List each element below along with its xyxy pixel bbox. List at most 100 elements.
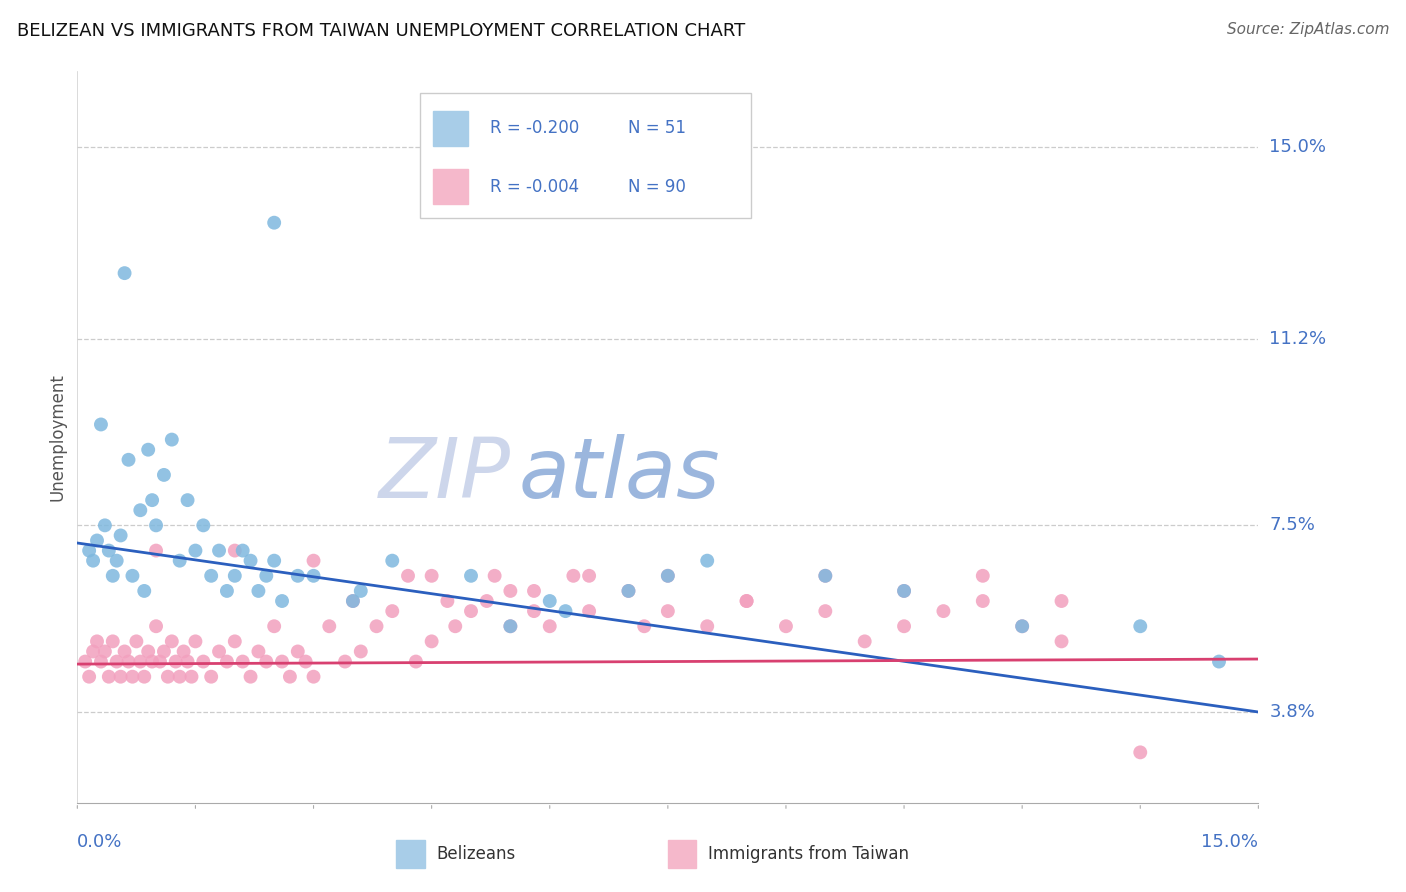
Point xyxy=(145,543,167,558)
Point xyxy=(523,604,546,618)
Text: Source: ZipAtlas.com: Source: ZipAtlas.com xyxy=(1226,22,1389,37)
Point xyxy=(381,554,404,568)
Point xyxy=(193,518,215,533)
Point xyxy=(184,543,207,558)
FancyBboxPatch shape xyxy=(420,94,751,218)
Point xyxy=(114,644,136,658)
Point xyxy=(145,518,167,533)
Point xyxy=(208,644,231,658)
Point xyxy=(121,670,143,684)
Point xyxy=(814,569,837,583)
Point xyxy=(193,655,215,669)
Point xyxy=(893,583,915,598)
Point xyxy=(893,583,915,598)
Point xyxy=(114,266,136,280)
Point xyxy=(657,569,679,583)
Point xyxy=(239,554,262,568)
Point xyxy=(75,655,97,669)
Point xyxy=(972,569,994,583)
Point xyxy=(538,619,561,633)
Point xyxy=(149,655,172,669)
Text: atlas: atlas xyxy=(519,434,720,516)
Point xyxy=(318,619,340,633)
Point xyxy=(735,594,758,608)
Point xyxy=(735,594,758,608)
Point xyxy=(77,670,100,684)
Point xyxy=(366,619,388,633)
Point xyxy=(129,503,152,517)
Point xyxy=(224,569,246,583)
Point xyxy=(134,670,156,684)
Point xyxy=(169,670,191,684)
Point xyxy=(562,569,585,583)
Point xyxy=(460,569,482,583)
Point xyxy=(538,594,561,608)
Point xyxy=(302,670,325,684)
Point xyxy=(475,594,498,608)
Bar xyxy=(433,111,468,145)
Text: BELIZEAN VS IMMIGRANTS FROM TAIWAN UNEMPLOYMENT CORRELATION CHART: BELIZEAN VS IMMIGRANTS FROM TAIWAN UNEMP… xyxy=(17,22,745,40)
Point xyxy=(420,569,443,583)
Point xyxy=(169,554,191,568)
Point xyxy=(381,604,404,618)
Point xyxy=(350,583,373,598)
Point xyxy=(121,569,143,583)
Point xyxy=(90,417,112,432)
Point xyxy=(129,655,152,669)
Point xyxy=(578,604,600,618)
Point xyxy=(1011,619,1033,633)
Text: N = 90: N = 90 xyxy=(628,178,686,195)
Point xyxy=(176,493,198,508)
Point xyxy=(86,533,108,548)
Point xyxy=(271,655,294,669)
Point xyxy=(396,569,419,583)
Point xyxy=(932,604,955,618)
Point xyxy=(110,528,132,542)
Point xyxy=(145,619,167,633)
Text: ZIP: ZIP xyxy=(378,434,510,516)
Point xyxy=(86,634,108,648)
Point xyxy=(110,670,132,684)
Point xyxy=(1129,745,1152,759)
Point xyxy=(247,644,270,658)
Point xyxy=(160,634,183,648)
Point xyxy=(1050,634,1073,648)
Point xyxy=(136,644,159,658)
Point xyxy=(342,594,364,608)
Text: 11.2%: 11.2% xyxy=(1270,330,1327,348)
Point xyxy=(141,493,163,508)
Point xyxy=(263,216,285,230)
Bar xyxy=(396,840,425,868)
Point xyxy=(287,569,309,583)
Point xyxy=(90,655,112,669)
Point xyxy=(254,655,277,669)
Point xyxy=(1011,619,1033,633)
Point xyxy=(247,583,270,598)
Point xyxy=(94,518,117,533)
Point xyxy=(215,583,238,598)
Point xyxy=(633,619,655,633)
Point xyxy=(657,569,679,583)
Point xyxy=(173,644,195,658)
Point xyxy=(460,604,482,618)
Point xyxy=(271,594,294,608)
Point xyxy=(350,644,373,658)
Point xyxy=(302,554,325,568)
Point xyxy=(254,569,277,583)
Point xyxy=(294,655,316,669)
Text: 15.0%: 15.0% xyxy=(1201,833,1258,851)
Text: 0.0%: 0.0% xyxy=(77,833,122,851)
Point xyxy=(141,655,163,669)
Point xyxy=(814,604,837,618)
Point xyxy=(153,467,176,482)
Point xyxy=(657,604,679,618)
Point xyxy=(215,655,238,669)
Point xyxy=(814,569,837,583)
Point xyxy=(499,619,522,633)
Point xyxy=(156,670,179,684)
Point xyxy=(77,543,100,558)
Point xyxy=(436,594,458,608)
Point xyxy=(554,604,576,618)
Point xyxy=(278,670,301,684)
Point xyxy=(208,543,231,558)
